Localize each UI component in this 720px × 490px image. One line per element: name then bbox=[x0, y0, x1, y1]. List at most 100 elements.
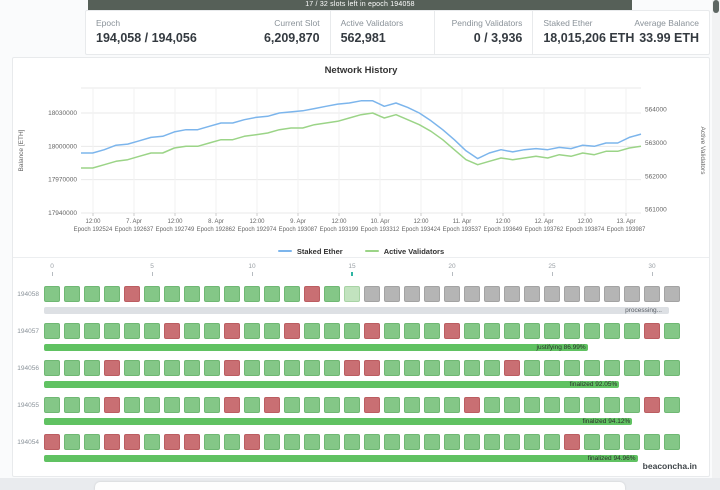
slot-square-proposed[interactable] bbox=[524, 397, 540, 413]
slot-square-missed[interactable] bbox=[364, 360, 380, 376]
slot-square-proposed[interactable] bbox=[324, 323, 340, 339]
slot-square-missed[interactable] bbox=[244, 434, 260, 450]
slot-square-proposed[interactable] bbox=[464, 360, 480, 376]
slot-square-current[interactable] bbox=[344, 286, 360, 302]
epoch-link[interactable]: 194057 bbox=[17, 328, 39, 335]
slot-square-missed[interactable] bbox=[504, 360, 520, 376]
slot-square-proposed[interactable] bbox=[64, 397, 80, 413]
slot-square-proposed[interactable] bbox=[264, 434, 280, 450]
slot-square-proposed[interactable] bbox=[324, 360, 340, 376]
slot-square-proposed[interactable] bbox=[464, 323, 480, 339]
slot-square-proposed[interactable] bbox=[624, 360, 640, 376]
slot-square-proposed[interactable] bbox=[304, 397, 320, 413]
slot-square-proposed[interactable] bbox=[664, 434, 680, 450]
scrollbar-track[interactable] bbox=[712, 0, 720, 490]
legend-item-active-validators[interactable]: Active Validators bbox=[364, 247, 444, 256]
slot-square-proposed[interactable] bbox=[404, 323, 420, 339]
slot-square-missed[interactable] bbox=[164, 323, 180, 339]
slot-square-missed[interactable] bbox=[364, 323, 380, 339]
slot-square-proposed[interactable] bbox=[404, 434, 420, 450]
slot-square-proposed[interactable] bbox=[144, 323, 160, 339]
slot-square-pending[interactable] bbox=[524, 286, 540, 302]
slot-square-pending[interactable] bbox=[664, 286, 680, 302]
slot-square-proposed[interactable] bbox=[244, 286, 260, 302]
slot-square-proposed[interactable] bbox=[244, 323, 260, 339]
slot-square-proposed[interactable] bbox=[284, 397, 300, 413]
slot-square-proposed[interactable] bbox=[584, 323, 600, 339]
slot-square-pending[interactable] bbox=[604, 286, 620, 302]
slot-square-proposed[interactable] bbox=[584, 397, 600, 413]
slot-square-proposed[interactable] bbox=[164, 360, 180, 376]
slot-square-proposed[interactable] bbox=[464, 434, 480, 450]
slot-square-proposed[interactable] bbox=[264, 323, 280, 339]
slot-square-missed[interactable] bbox=[464, 397, 480, 413]
slot-square-pending[interactable] bbox=[444, 286, 460, 302]
epoch-link[interactable]: 194056 bbox=[17, 365, 39, 372]
slot-square-missed[interactable] bbox=[564, 434, 580, 450]
slot-square-proposed[interactable] bbox=[324, 434, 340, 450]
slot-square-proposed[interactable] bbox=[204, 434, 220, 450]
slot-square-proposed[interactable] bbox=[204, 323, 220, 339]
slot-square-pending[interactable] bbox=[364, 286, 380, 302]
slot-square-proposed[interactable] bbox=[84, 434, 100, 450]
slot-square-proposed[interactable] bbox=[184, 360, 200, 376]
slot-square-proposed[interactable] bbox=[384, 397, 400, 413]
slot-square-proposed[interactable] bbox=[544, 360, 560, 376]
slot-square-proposed[interactable] bbox=[64, 360, 80, 376]
slot-square-proposed[interactable] bbox=[444, 397, 460, 413]
slot-square-proposed[interactable] bbox=[524, 323, 540, 339]
slot-square-proposed[interactable] bbox=[64, 434, 80, 450]
slot-square-proposed[interactable] bbox=[124, 360, 140, 376]
slot-square-proposed[interactable] bbox=[644, 434, 660, 450]
slot-square-proposed[interactable] bbox=[644, 360, 660, 376]
slot-square-proposed[interactable] bbox=[284, 360, 300, 376]
slot-square-proposed[interactable] bbox=[204, 397, 220, 413]
slot-square-missed[interactable] bbox=[304, 286, 320, 302]
slot-square-proposed[interactable] bbox=[444, 434, 460, 450]
slot-square-missed[interactable] bbox=[364, 397, 380, 413]
slot-square-proposed[interactable] bbox=[424, 323, 440, 339]
slot-square-proposed[interactable] bbox=[184, 323, 200, 339]
slot-square-proposed[interactable] bbox=[84, 286, 100, 302]
slot-square-proposed[interactable] bbox=[164, 397, 180, 413]
slot-square-proposed[interactable] bbox=[424, 434, 440, 450]
slot-square-proposed[interactable] bbox=[204, 286, 220, 302]
slot-square-pending[interactable] bbox=[404, 286, 420, 302]
slot-square-proposed[interactable] bbox=[444, 360, 460, 376]
slot-square-proposed[interactable] bbox=[144, 434, 160, 450]
slot-square-missed[interactable] bbox=[224, 323, 240, 339]
slot-square-missed[interactable] bbox=[644, 397, 660, 413]
slot-square-pending[interactable] bbox=[484, 286, 500, 302]
slot-square-proposed[interactable] bbox=[484, 360, 500, 376]
slot-square-proposed[interactable] bbox=[404, 360, 420, 376]
slot-square-proposed[interactable] bbox=[424, 397, 440, 413]
slot-square-proposed[interactable] bbox=[604, 434, 620, 450]
slot-square-pending[interactable] bbox=[504, 286, 520, 302]
slot-square-missed[interactable] bbox=[444, 323, 460, 339]
slot-square-proposed[interactable] bbox=[184, 397, 200, 413]
slot-square-pending[interactable] bbox=[384, 286, 400, 302]
slot-square-proposed[interactable] bbox=[224, 286, 240, 302]
slot-square-proposed[interactable] bbox=[564, 397, 580, 413]
slot-square-pending[interactable] bbox=[544, 286, 560, 302]
slot-square-proposed[interactable] bbox=[304, 360, 320, 376]
slot-square-proposed[interactable] bbox=[544, 434, 560, 450]
slot-square-missed[interactable] bbox=[164, 434, 180, 450]
slot-square-proposed[interactable] bbox=[344, 434, 360, 450]
slot-square-proposed[interactable] bbox=[364, 434, 380, 450]
slot-square-proposed[interactable] bbox=[504, 397, 520, 413]
slot-square-proposed[interactable] bbox=[104, 323, 120, 339]
slot-square-proposed[interactable] bbox=[664, 323, 680, 339]
slot-square-missed[interactable] bbox=[644, 323, 660, 339]
slot-square-proposed[interactable] bbox=[104, 286, 120, 302]
slot-square-proposed[interactable] bbox=[344, 323, 360, 339]
slot-square-proposed[interactable] bbox=[384, 434, 400, 450]
slot-square-proposed[interactable] bbox=[384, 323, 400, 339]
slot-square-proposed[interactable] bbox=[244, 397, 260, 413]
slot-square-proposed[interactable] bbox=[564, 323, 580, 339]
slot-square-proposed[interactable] bbox=[164, 286, 180, 302]
slot-square-proposed[interactable] bbox=[324, 397, 340, 413]
slot-square-pending[interactable] bbox=[624, 286, 640, 302]
slot-square-proposed[interactable] bbox=[424, 360, 440, 376]
slot-square-missed[interactable] bbox=[264, 397, 280, 413]
